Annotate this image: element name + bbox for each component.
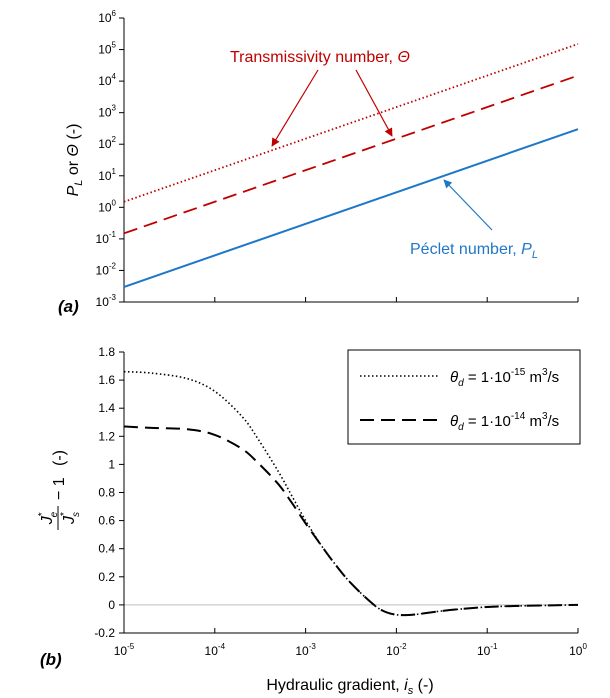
panel-a-y-tick-label: 103 bbox=[98, 104, 116, 120]
panel-a-y-tick-label: 10-2 bbox=[96, 261, 117, 277]
panel-a-y-tick-label: 102 bbox=[98, 135, 116, 151]
panel-b-y-tick-label: 1 bbox=[108, 457, 115, 471]
panel-a-y-tick-label: 104 bbox=[98, 72, 116, 88]
panel-b-x-tick-label: 10-1 bbox=[477, 642, 498, 658]
panel-b-x-tick-label: 10-5 bbox=[114, 642, 135, 658]
panel-a: 10-3 10-2 10-1 100 101 102 103 104 105 106 Transm… bbox=[58, 9, 579, 316]
panel-b-y-tick-label: 1.2 bbox=[98, 429, 115, 443]
panel-a-y-tick-label: 101 bbox=[98, 167, 116, 183]
y-label-denominator: J*s bbox=[59, 512, 82, 525]
panel-b-x-axis-label: Hydraulic gradient, is (-) bbox=[266, 677, 433, 697]
panel-b-x-tick-labels: 10-5 10-4 10-3 10-2 10-1 100 bbox=[114, 642, 588, 658]
panel-a-y-tick-labels: 10-3 10-2 10-1 100 101 102 103 104 105 106 bbox=[96, 9, 117, 309]
y-label-unit: (-) bbox=[51, 450, 68, 466]
peclet-arrow bbox=[443, 179, 493, 231]
legend-entry-1: θd = 1·10-15 m3/s bbox=[450, 367, 559, 389]
peclet-annotation: Péclet number, PL bbox=[410, 241, 538, 261]
transmissivity-annotation: Transmissivity number, Θ bbox=[230, 49, 410, 66]
legend-box bbox=[347, 349, 581, 445]
series-peclet bbox=[123, 128, 579, 288]
panel-a-y-tick-label: 106 bbox=[98, 9, 116, 25]
panel-b-y-tick-label: 1.8 bbox=[98, 345, 115, 359]
panel-b-y-tick-label: 0.4 bbox=[98, 542, 115, 556]
panel-a-ticks bbox=[119, 17, 579, 303]
panel-b-y-tick-label: 1.6 bbox=[98, 373, 115, 387]
panel-a-y-tick-label: 100 bbox=[98, 198, 116, 214]
series-theta_dashed bbox=[123, 74, 579, 235]
panel-b-y-tick-label: 0.6 bbox=[98, 514, 115, 528]
panel-b-label: (b) bbox=[40, 650, 62, 669]
panel-b-y-tick-label: 1.4 bbox=[98, 401, 115, 415]
panel-b-x-tick-label: 100 bbox=[569, 642, 587, 658]
panel-a-y-tick-label: 10-1 bbox=[96, 230, 117, 246]
legend: θd = 1·10-15 m3/s θd = 1·10-14 m3/s bbox=[347, 349, 581, 445]
panel-b: -0.200.20.40.60.811.21.41.61.8 10-5 10-4 1… bbox=[37, 345, 587, 697]
panel-a-label: (a) bbox=[58, 297, 79, 316]
series-theta_1e-14 bbox=[123, 425, 579, 617]
panel-b-y-axis-label: J*e J*s − 1 (-) bbox=[37, 450, 82, 530]
panel-a-y-tick-label: 10-3 bbox=[96, 293, 117, 309]
legend-entry-2: θd = 1·10-14 m3/s bbox=[450, 411, 559, 433]
panel-b-x-tick-label: 10-3 bbox=[295, 642, 316, 658]
transmissivity-arrow-2 bbox=[355, 69, 393, 137]
series-theta_dotted bbox=[123, 43, 579, 203]
y-label-numerator: J*e bbox=[37, 511, 60, 525]
transmissivity-arrow-1 bbox=[271, 69, 319, 147]
panel-b-y-tick-label: 0.8 bbox=[98, 486, 115, 500]
panel-b-y-tick-label: 0 bbox=[108, 598, 115, 612]
panel-b-x-tick-label: 10-4 bbox=[205, 642, 226, 658]
panel-b-y-tick-label: 0.2 bbox=[98, 570, 115, 584]
panel-b-y-tick-label: -0.2 bbox=[94, 626, 115, 640]
series-theta_1e-15 bbox=[123, 370, 579, 616]
panel-a-y-axis-label: PL or Θ (-) bbox=[65, 124, 85, 197]
panel-b-series bbox=[123, 370, 579, 617]
panel-b-y-tick-labels: -0.2 0 0.2 0.4 0.6 0.8 1 1.2 1.4 1.6 1.8 bbox=[94, 345, 115, 640]
panel-b-ticks bbox=[119, 351, 579, 634]
panel-a-y-tick-label: 105 bbox=[98, 41, 116, 57]
panel-a-series bbox=[123, 43, 579, 288]
y-label-minus-one: − 1 bbox=[51, 477, 68, 500]
panel-b-x-tick-label: 10-2 bbox=[386, 642, 407, 658]
